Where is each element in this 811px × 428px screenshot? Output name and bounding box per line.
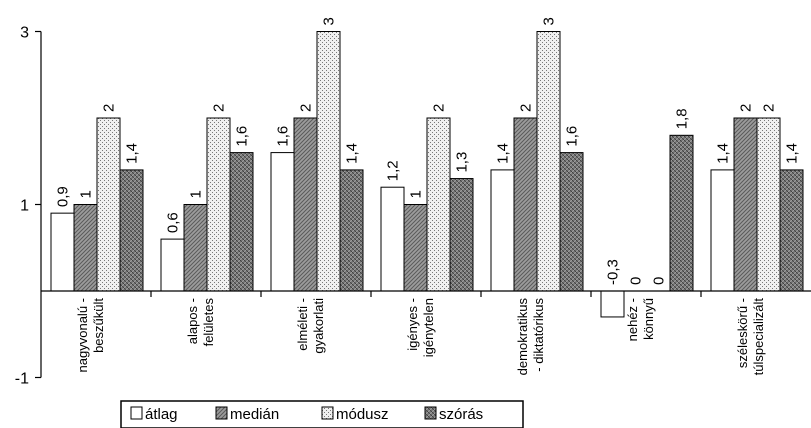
data-label-atlag: 1,6: [275, 126, 292, 147]
category-label: nehéz -: [625, 298, 640, 341]
category-label: könnyű: [641, 298, 656, 340]
bar-median: [73, 204, 98, 292]
bar-szoras: [119, 169, 144, 292]
bar-modusz: [96, 117, 121, 292]
bar-median: [403, 204, 428, 292]
bar-atlag: [160, 238, 185, 292]
bar-modusz: [316, 31, 341, 292]
data-label-median: 1: [408, 190, 425, 198]
category-label: igénytelen: [421, 298, 436, 357]
category-label: - diktatórikus: [531, 298, 546, 372]
bar-atlag: [270, 152, 295, 292]
legend-label-szoras: szórás: [439, 406, 483, 423]
data-label-median: 1: [188, 190, 205, 198]
data-label-modusz: 2: [211, 104, 228, 112]
y-axis: -1 1 3: [15, 25, 42, 388]
data-label-median: 2: [738, 104, 755, 112]
category-label: széleskörű -: [735, 298, 750, 368]
category-label: elméleti -: [295, 298, 310, 351]
y-tick-label: 1: [20, 198, 29, 215]
data-label-median: 0: [628, 277, 645, 285]
bar-median: [513, 117, 538, 292]
legend: átlag medián módusz szórás: [120, 400, 524, 428]
legend-swatch-szoras: [424, 406, 437, 420]
data-label-median: 1: [78, 190, 95, 198]
y-tick-label: -1: [15, 371, 29, 388]
bar-atlag: [490, 169, 515, 292]
bar-szoras: [339, 169, 364, 292]
x-axis: [41, 290, 811, 297]
bar-modusz: [756, 117, 781, 292]
data-label-atlag: -0,3: [605, 259, 622, 285]
bar-median: [183, 204, 208, 292]
data-label-modusz: 0: [651, 277, 668, 285]
legend-label-atlag: átlag: [145, 406, 178, 423]
legend-swatch-atlag: [130, 406, 143, 420]
bar-szoras: [229, 152, 254, 292]
data-label-szoras: 1,6: [564, 126, 581, 147]
category-label: felületes: [201, 298, 216, 347]
bar-median: [733, 117, 758, 292]
data-label-szoras: 1,8: [674, 108, 691, 129]
bar-szoras: [669, 134, 694, 292]
data-label-modusz: 3: [541, 17, 558, 25]
data-label-szoras: 1,4: [344, 143, 361, 164]
data-label-atlag: 0,9: [55, 186, 72, 207]
bar-szoras: [559, 152, 584, 292]
data-label-atlag: 1,4: [495, 143, 512, 164]
category-label: túlspecializált: [751, 298, 766, 376]
bar-atlag: [710, 169, 735, 292]
category-label: alapos -: [185, 298, 200, 344]
category-label: beszűkült: [91, 298, 106, 353]
y-tick-label: 3: [20, 25, 29, 42]
legend-label-modusz: módusz: [336, 406, 389, 423]
bars: [50, 31, 804, 318]
bar-atlag: [600, 290, 625, 318]
data-label-modusz: 2: [101, 104, 118, 112]
category-label: igényes -: [405, 298, 420, 351]
legend-swatch-median: [215, 406, 228, 420]
legend-swatch-modusz: [321, 406, 334, 420]
data-label-szoras: 1,4: [784, 143, 801, 164]
data-label-atlag: 1,2: [385, 160, 402, 181]
bar-median: [293, 117, 318, 292]
bar-atlag: [50, 212, 75, 292]
bar-atlag: [380, 186, 405, 292]
category-label: nagyvonalú -: [75, 298, 90, 372]
category-labels: nagyvonalú - beszűkült alapos - felületes el…: [75, 298, 766, 376]
data-label-atlag: 0,6: [165, 212, 182, 233]
data-label-szoras: 1,3: [454, 152, 471, 173]
data-label-median: 2: [518, 104, 535, 112]
data-labels: 0,9 1 2 1,4 0,6 1 2 1,6 1,6 2 3 1,4 1,2 1 2 1,3 1,4 2 3 1,6…: [55, 17, 801, 285]
category-label: gyakorlati: [311, 298, 326, 354]
bar-szoras: [449, 178, 474, 292]
category-label: demokratikus: [515, 298, 530, 376]
bar-modusz: [426, 117, 451, 292]
data-label-szoras: 1,4: [124, 143, 141, 164]
bar-szoras: [779, 169, 804, 292]
data-label-modusz: 3: [321, 17, 338, 25]
data-label-atlag: 1,4: [715, 143, 732, 164]
bar-modusz: [206, 117, 231, 292]
data-label-median: 2: [298, 104, 315, 112]
legend-label-median: medián: [230, 406, 279, 423]
bar-modusz: [536, 31, 561, 292]
data-label-szoras: 1,6: [234, 126, 251, 147]
data-label-modusz: 2: [761, 104, 778, 112]
data-label-modusz: 2: [431, 104, 448, 112]
